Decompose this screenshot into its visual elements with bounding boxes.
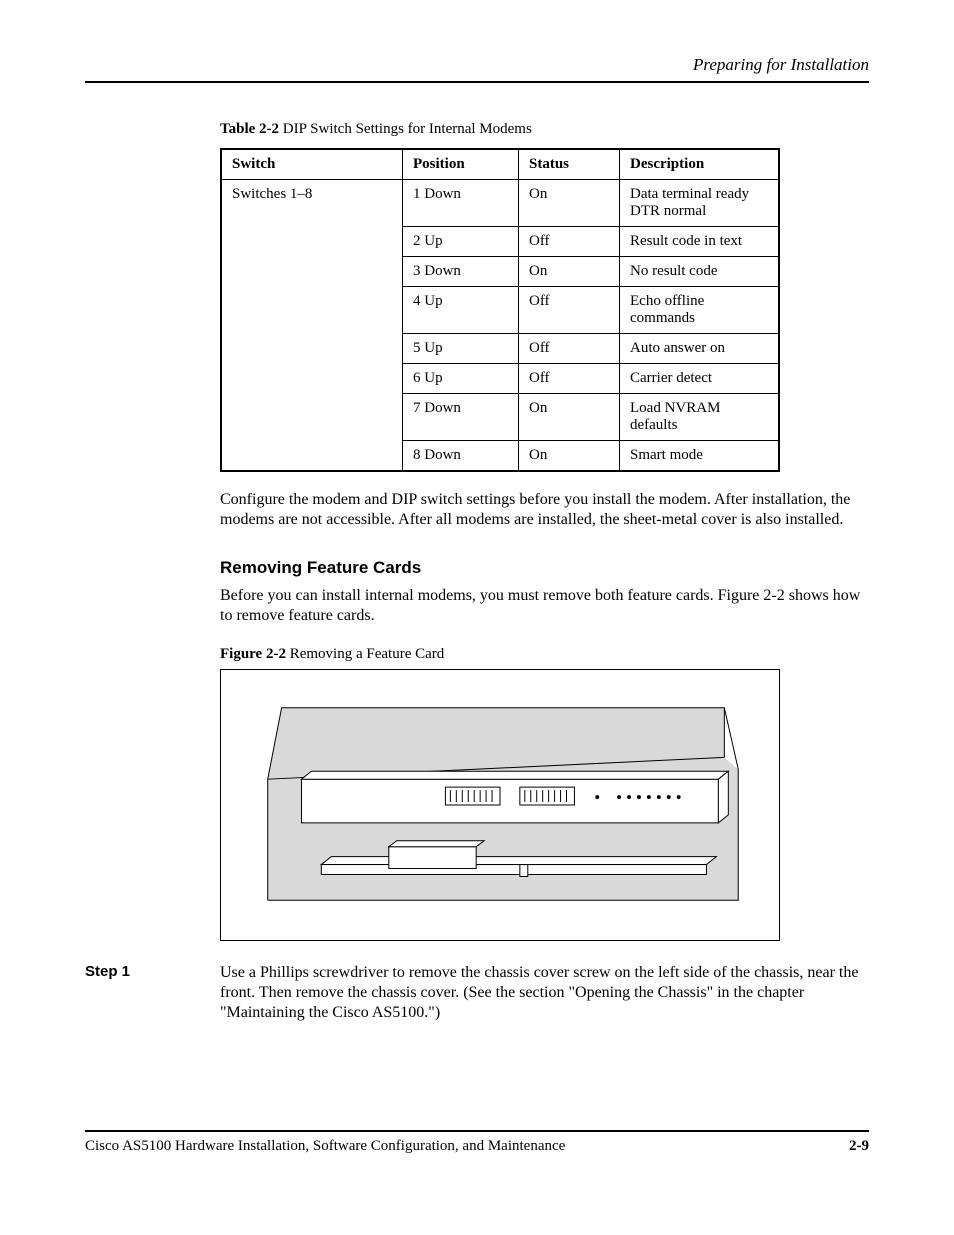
section-heading: Removing Feature Cards [220,558,869,578]
cell-desc: Echo offline commands [620,287,780,334]
cell-status: Off [519,364,620,394]
bottom-rule [85,1130,869,1132]
cell-position: 2 Up [403,227,519,257]
page-footer: Cisco AS5100 Hardware Installation, Soft… [85,1130,869,1155]
footer-page-number: 2-9 [849,1138,869,1155]
cell-position: 5 Up [403,334,519,364]
step-label: Step 1 [85,963,220,1023]
card-side [718,771,728,823]
cell-status: Off [519,334,620,364]
figure-caption-text: Removing a Feature Card [290,646,445,662]
card-top [301,771,728,779]
cell-status: Off [519,227,620,257]
cell-position: 6 Up [403,364,519,394]
component-box-top [389,841,484,847]
cell-position: 1 Down [403,180,519,227]
section-paragraph: Before you can install internal modems, … [220,586,869,626]
cell-desc: Result code in text [620,227,780,257]
lower-tray-face [321,865,706,875]
figure-caption-label: Figure 2-2 [220,646,286,662]
cell-status: On [519,394,620,441]
cell-position: 4 Up [403,287,519,334]
table-header-row: Switch Position Status Description [221,149,779,180]
cell-status: Off [519,287,620,334]
col-position: Position [403,149,519,180]
tray-tab [520,865,528,877]
dip-switch-table: Switch Position Status Description Switc… [220,148,780,472]
component-box [389,847,476,869]
table-row: Switches 1–8 1 Down On Data terminal rea… [221,180,779,227]
cell-status: On [519,441,620,472]
step-text: Use a Phillips screwdriver to remove the… [220,963,869,1023]
step-1: Step 1 Use a Phillips screwdriver to rem… [85,963,869,1023]
dip-block-1 [445,787,500,805]
lower-tray-top [321,857,716,865]
page: Preparing for Installation Table 2-2 DIP… [0,0,954,1235]
dip-switch-table-body: Switches 1–8 1 Down On Data terminal rea… [221,180,779,472]
running-head: Preparing for Installation [85,55,869,75]
cell-desc: Auto answer on [620,334,780,364]
top-rule [85,81,869,83]
footer-doc-title: Cisco AS5100 Hardware Installation, Soft… [85,1138,565,1155]
dip-block-2 [520,787,575,805]
figure-box [220,669,780,941]
cell-position: 7 Down [403,394,519,441]
cell-position: 3 Down [403,257,519,287]
cell-switch-group: Switches 1–8 [221,180,403,472]
table-caption-text: DIP Switch Settings for Internal Modems [283,121,532,137]
card-face [301,779,718,823]
col-switch: Switch [221,149,403,180]
cell-desc: No result code [620,257,780,287]
footer-row: Cisco AS5100 Hardware Installation, Soft… [85,1138,869,1155]
feature-card-diagram [221,670,779,940]
figure-caption: Figure 2-2 Removing a Feature Card [220,646,869,663]
cell-desc: Data terminal ready DTR normal [620,180,780,227]
cell-desc: Load NVRAM defaults [620,394,780,441]
col-status: Status [519,149,620,180]
cell-desc: Carrier detect [620,364,780,394]
post-table-paragraph: Configure the modem and DIP switch setti… [220,490,869,530]
cell-status: On [519,180,620,227]
col-description: Description [620,149,780,180]
table-caption: Table 2-2 DIP Switch Settings for Intern… [220,121,869,138]
cell-desc: Smart mode [620,441,780,472]
table-caption-label: Table 2-2 [220,121,279,137]
cell-position: 8 Down [403,441,519,472]
cell-status: On [519,257,620,287]
body-column: Table 2-2 DIP Switch Settings for Intern… [220,121,869,941]
